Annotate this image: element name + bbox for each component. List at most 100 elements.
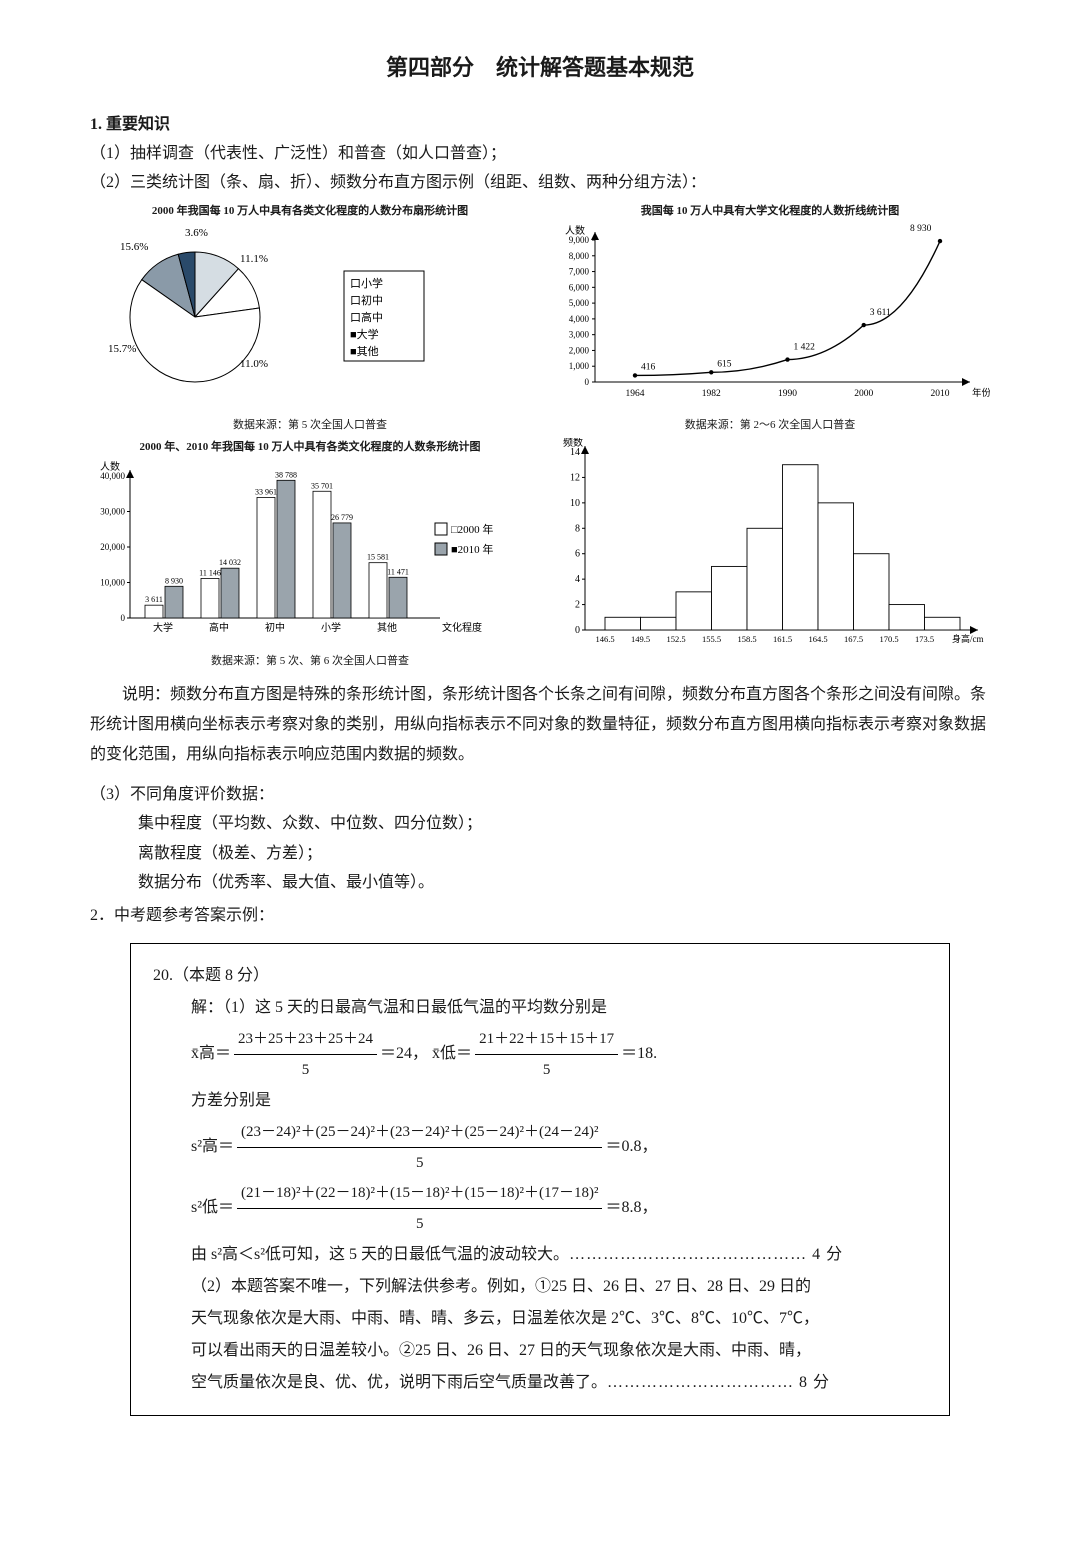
explanation-note: 说明：频数分布直方图是特殊的条形统计图，条形统计图各个长条之间有间隙，频数分布直… (90, 680, 990, 769)
svg-text:2: 2 (575, 600, 580, 611)
svg-text:8: 8 (575, 524, 580, 535)
ans-l6: 可以看出雨天的日温差较小。②25 日、26 日、27 日的天气现象依次是大雨、中… (153, 1335, 927, 1367)
section-2-head: 2．中考题参考答案示例： (90, 902, 990, 929)
svg-text:初中: 初中 (265, 621, 285, 634)
svg-text:1982: 1982 (702, 389, 721, 399)
charts-row-2: 2000 年、2010 年我国每 10 万人中具有各类文化程度的人数条形统计图 … (90, 438, 990, 668)
ans-l2: 方差分别是 (153, 1085, 927, 1117)
svg-text:3 611: 3 611 (870, 308, 891, 318)
svg-text:文化程度: 文化程度 (442, 621, 482, 634)
ans-var-hi-row: s²高＝(23－24)²＋(25－24)²＋(23－24)²＋(25－24)²＋… (153, 1117, 927, 1178)
ans-l3-row: 由 s²高＜s²低可知，这 5 天的日最低气温的波动较大。……………………………… (153, 1239, 927, 1271)
svg-text:11 471: 11 471 (387, 568, 409, 577)
frac-s-lo: (21－18)²＋(22－18)²＋(15－18)²＋(15－18)²＋(17－… (237, 1178, 602, 1239)
bar-caption: 数据来源：第 5 次、第 6 次全国人口普查 (90, 652, 530, 668)
line-chart: 01,0002,0003,0004,0005,0006,0007,0008,00… (550, 222, 990, 407)
svg-text:149.5: 149.5 (631, 634, 650, 644)
s3-l3: 数据分布（优秀率、最大值、最小值等）。 (90, 869, 990, 896)
svg-text:10,000: 10,000 (100, 578, 125, 588)
pie-chart-box: 2000 年我国每 10 万人中具有各类文化程度的人数分布扇形统计图 15.6%… (90, 202, 530, 432)
bar-title: 2000 年、2010 年我国每 10 万人中具有各类文化程度的人数条形统计图 (90, 438, 530, 454)
charts-row-1: 2000 年我国每 10 万人中具有各类文化程度的人数分布扇形统计图 15.6%… (90, 202, 990, 432)
svg-text:146.5: 146.5 (595, 634, 614, 644)
svg-text:158.5: 158.5 (737, 634, 756, 644)
section-1-head: 1. 重要知识 (90, 110, 990, 134)
svg-text:2,000: 2,000 (569, 346, 590, 356)
s3-head: （3）不同角度评价数据： (90, 781, 990, 808)
svg-text:口小学: 口小学 (350, 276, 383, 290)
svg-text:2000: 2000 (854, 389, 873, 399)
svg-text:155.5: 155.5 (702, 634, 721, 644)
svg-text:11 146: 11 146 (199, 569, 221, 578)
line-caption: 数据来源：第 2～6 次全国人口普查 (550, 416, 990, 432)
svg-text:14 032: 14 032 (219, 559, 241, 568)
svg-text:3.6%: 3.6% (185, 227, 208, 239)
svg-text:152.5: 152.5 (666, 634, 685, 644)
line-chart-box: 我国每 10 万人中具有大学文化程度的人数折线统计图 01,0002,0003,… (550, 202, 990, 432)
svg-text:11.1%: 11.1% (240, 253, 268, 265)
ans-l5: 天气现象依次是大雨、中雨、晴、晴、多云，日温差依次是 2℃、3℃、8℃、10℃、… (153, 1303, 927, 1335)
hist-chart: 02468101214频数146.5149.5152.5155.5158.516… (550, 438, 990, 653)
svg-text:4: 4 (575, 575, 580, 586)
svg-text:■其他: ■其他 (350, 345, 379, 358)
svg-text:20,000: 20,000 (100, 542, 125, 552)
svg-text:35 701: 35 701 (311, 482, 333, 491)
svg-text:1 422: 1 422 (794, 343, 816, 353)
bar-chart: 010,00020,00030,00040,000人数3 6118 930大学1… (90, 458, 520, 643)
ans-l4: （2）本题答案不唯一，下列解法供参考。例如，①25 日、26 日、27 日、28… (153, 1271, 927, 1303)
svg-text:1990: 1990 (778, 389, 797, 399)
svg-text:口初中: 口初中 (350, 293, 383, 307)
ans-l7-row: 空气质量依次是良、优、优，说明下雨后空气质量改善了。…………………………… 8 … (153, 1367, 927, 1399)
svg-text:170.5: 170.5 (879, 634, 898, 644)
ans-l1: 解：（1）这 5 天的日最高气温和日最低气温的平均数分别是 (153, 992, 927, 1024)
frac-s-hi: (23－24)²＋(25－24)²＋(23－24)²＋(25－24)²＋(24－… (237, 1117, 602, 1178)
svg-text:11.0%: 11.0% (240, 358, 268, 370)
svg-text:5,000: 5,000 (569, 298, 590, 308)
svg-text:其他: 其他 (377, 621, 397, 634)
svg-text:173.5: 173.5 (915, 634, 934, 644)
svg-text:年份: 年份 (972, 387, 990, 399)
bar-chart-box: 2000 年、2010 年我国每 10 万人中具有各类文化程度的人数条形统计图 … (90, 438, 530, 668)
svg-text:高中: 高中 (209, 621, 229, 634)
svg-text:小学: 小学 (321, 621, 341, 634)
svg-text:■2010 年: ■2010 年 (451, 542, 493, 556)
svg-text:7,000: 7,000 (569, 267, 590, 277)
svg-text:164.5: 164.5 (808, 634, 827, 644)
svg-text:0: 0 (575, 625, 580, 636)
svg-text:口高中: 口高中 (350, 310, 383, 324)
s1-p1: （1）抽样调查（代表性、广泛性）和普查（如人口普查）； (90, 140, 990, 167)
svg-text:6: 6 (575, 549, 580, 560)
svg-text:33 961: 33 961 (255, 488, 277, 497)
svg-text:416: 416 (641, 363, 656, 373)
svg-text:30,000: 30,000 (100, 507, 125, 517)
svg-text:3,000: 3,000 (569, 330, 590, 340)
svg-text:10: 10 (570, 498, 580, 509)
frac-mean-hi: 23＋25＋23＋25＋245 (234, 1024, 377, 1085)
pie-title: 2000 年我国每 10 万人中具有各类文化程度的人数分布扇形统计图 (90, 202, 530, 218)
svg-text:6,000: 6,000 (569, 283, 590, 293)
s3-l1: 集中程度（平均数、众数、中位数、四分位数）； (90, 810, 990, 837)
svg-text:4,000: 4,000 (569, 314, 590, 324)
page-title: 第四部分 统计解答题基本规范 (90, 50, 990, 82)
line-title: 我国每 10 万人中具有大学文化程度的人数折线统计图 (550, 202, 990, 218)
svg-text:人数: 人数 (565, 224, 585, 237)
ans-q: 20.（本题 8 分） (153, 960, 927, 992)
svg-text:26 779: 26 779 (331, 513, 353, 522)
svg-text:1964: 1964 (626, 389, 645, 399)
svg-text:15.6%: 15.6% (120, 241, 148, 253)
svg-text:167.5: 167.5 (844, 634, 863, 644)
svg-text:大学: 大学 (153, 621, 173, 634)
svg-text:□2000 年: □2000 年 (451, 522, 493, 536)
svg-text:3 611: 3 611 (145, 596, 163, 605)
svg-text:15 581: 15 581 (367, 553, 389, 562)
xbar-hi: x̄高＝ (191, 1045, 231, 1062)
svg-text:8,000: 8,000 (569, 251, 590, 261)
s3-l2: 离散程度（极差、方差）； (90, 840, 990, 867)
svg-text:人数: 人数 (100, 460, 120, 473)
svg-text:频数: 频数 (563, 438, 583, 449)
pie-caption: 数据来源：第 5 次全国人口普查 (90, 416, 530, 432)
svg-text:8 930: 8 930 (910, 224, 932, 234)
pie-chart: 15.6%3.6%11.1%11.0%15.7%口小学口初中口高中■大学■其他 (90, 222, 490, 407)
svg-text:2010: 2010 (931, 389, 950, 399)
svg-text:0: 0 (585, 377, 590, 387)
